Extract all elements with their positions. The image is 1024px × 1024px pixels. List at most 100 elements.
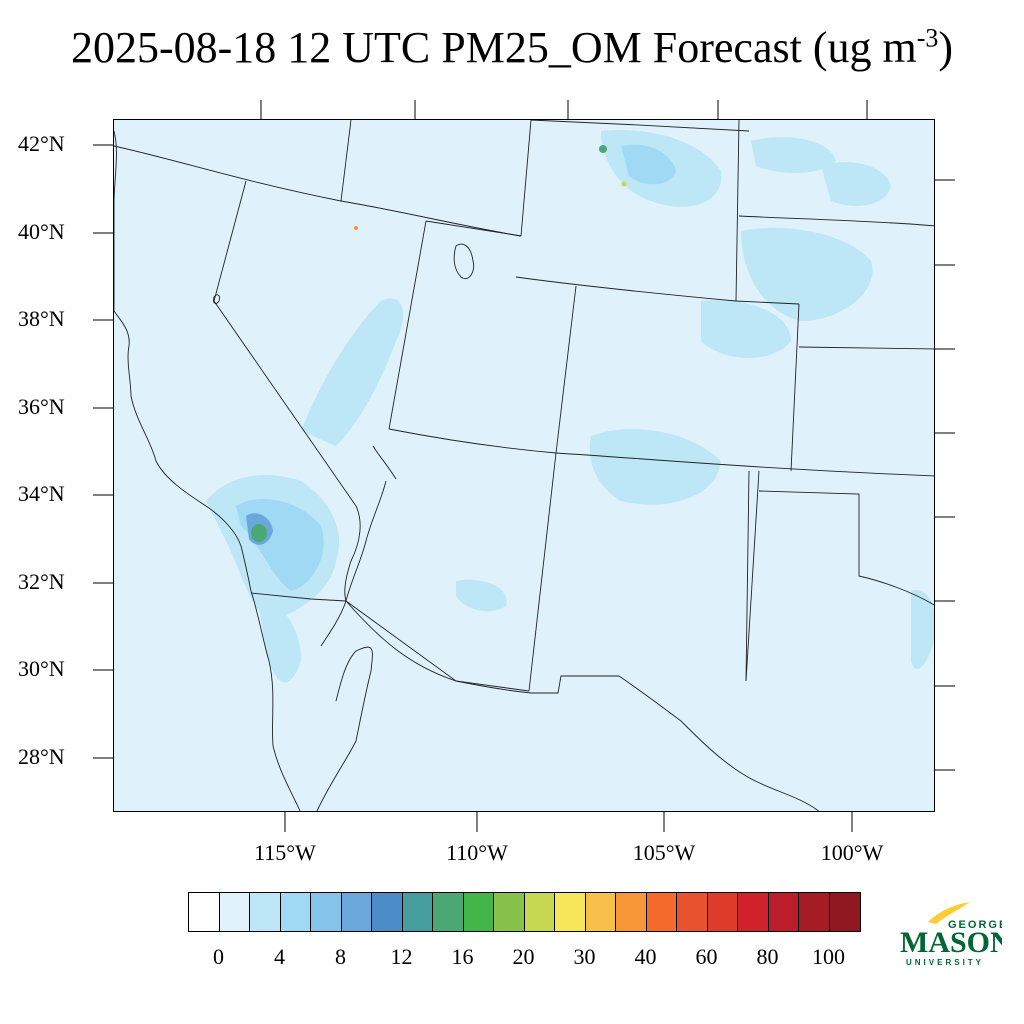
color-scale-label: 40 xyxy=(634,944,657,969)
lon-label-105: 105°W xyxy=(632,840,696,865)
svg-text:GEORGE: GEORGE xyxy=(948,919,1002,931)
lat-label-36: 36°N xyxy=(18,394,65,419)
lon-label-115: 115°W xyxy=(254,840,316,865)
george-mason-logo: GEORGE MASON UNIVERSITY xyxy=(900,902,1002,967)
color-swatch-9 xyxy=(463,893,494,931)
new-mexico-east-border xyxy=(745,470,760,682)
plume-colorado xyxy=(701,300,791,358)
montana-south-border xyxy=(530,120,750,132)
color-scale-label: 30 xyxy=(573,944,596,969)
texas-panhandle xyxy=(758,490,934,606)
color-scale-label: 100 xyxy=(812,944,845,969)
color-swatch-3 xyxy=(280,893,311,931)
lat-label-34: 34°N xyxy=(18,481,65,506)
title-suffix: ) xyxy=(938,23,954,72)
map-panel xyxy=(113,119,935,812)
lake-tahoe xyxy=(213,294,220,304)
hotspot-wyoming xyxy=(599,145,607,153)
color-scale-label: 8 xyxy=(335,944,346,969)
color-scale-label: 16 xyxy=(451,944,474,969)
color-swatch-0 xyxy=(189,893,220,931)
map-title: 2025-08-18 12 UTC PM25_OM Forecast (ug m… xyxy=(0,22,1024,73)
color-scale-label: 4 xyxy=(274,944,285,969)
svg-text:MASON: MASON xyxy=(900,926,1002,959)
title-text: 2025-08-18 12 UTC PM25_OM Forecast (ug m xyxy=(70,23,917,72)
new-mexico-west-border xyxy=(528,452,557,692)
colorado-river xyxy=(372,445,397,480)
arizona-california-border xyxy=(344,505,361,602)
wyoming-south-border xyxy=(515,276,800,305)
lon-label-100: 100°W xyxy=(820,840,884,865)
color-swatch-16 xyxy=(677,893,708,931)
rio-grande xyxy=(618,675,820,811)
mexico-interior-border xyxy=(745,470,750,682)
color-scale-label: 60 xyxy=(695,944,718,969)
kansas-border xyxy=(798,346,934,350)
nebraska-border xyxy=(738,215,934,227)
us-mexico-border-west xyxy=(250,592,347,602)
great-salt-lake xyxy=(453,243,475,279)
wyoming-east-border xyxy=(735,120,740,302)
plume-new-mexico-north xyxy=(589,429,721,505)
nevada-west-border xyxy=(213,180,357,507)
color-scale-label: 80 xyxy=(756,944,779,969)
color-swatch-10 xyxy=(494,893,525,931)
concentration-field xyxy=(206,130,934,683)
plume-la-peak xyxy=(251,524,267,542)
color-swatch-1 xyxy=(219,893,250,931)
title-superscript: -3 xyxy=(916,23,939,53)
color-swatch-5 xyxy=(341,893,372,931)
sonora-coast xyxy=(345,600,619,694)
baja-west-coast xyxy=(250,590,301,811)
color-swatch-6 xyxy=(372,893,403,931)
plume-wyoming-core xyxy=(621,144,676,185)
gulf-of-california-west xyxy=(316,646,373,811)
nevada-east-border xyxy=(388,220,427,430)
california-coast xyxy=(114,130,252,592)
color-swatch-21 xyxy=(829,893,860,931)
lat-label-42: 42°N xyxy=(18,131,65,156)
color-swatch-18 xyxy=(738,893,769,931)
arizona-south-border xyxy=(345,600,530,692)
color-swatch-19 xyxy=(768,893,799,931)
color-swatch-8 xyxy=(433,893,464,931)
color-swatch-11 xyxy=(524,893,555,931)
plume-southwest-nm xyxy=(456,579,507,612)
color-scale-bar xyxy=(188,892,861,932)
color-swatch-15 xyxy=(646,893,677,931)
oregon-north-border xyxy=(114,145,522,237)
color-swatch-12 xyxy=(555,893,586,931)
lon-label-110: 110°W xyxy=(446,840,508,865)
svg-text:UNIVERSITY: UNIVERSITY xyxy=(906,958,984,967)
hotspot-wyoming-2 xyxy=(621,181,627,187)
hotspot-idaho xyxy=(354,226,358,230)
plume-baja xyxy=(256,591,301,683)
color-swatch-13 xyxy=(585,893,616,931)
plume-south-dakota xyxy=(741,227,873,321)
map-canvas xyxy=(114,120,934,811)
plume-texas-east xyxy=(911,590,934,669)
utah-north-border xyxy=(425,220,522,237)
lat-label-32: 32°N xyxy=(18,569,65,594)
lat-label-28: 28°N xyxy=(18,744,65,769)
color-swatch-17 xyxy=(707,893,738,931)
colorado-west-border xyxy=(555,285,577,454)
plume-montana-east xyxy=(751,137,836,173)
color-scale-label: 0 xyxy=(213,944,224,969)
lat-label-38: 38°N xyxy=(18,306,65,331)
boundary-lines xyxy=(114,120,934,811)
lat-label-40: 40°N xyxy=(18,219,65,244)
arizona-north-border xyxy=(388,428,934,477)
plume-north-dakota xyxy=(821,162,891,206)
idaho-east-border xyxy=(340,120,352,202)
gulf-of-california-east xyxy=(320,480,387,647)
color-scale-label: 20 xyxy=(512,944,535,969)
wyoming-west-border xyxy=(520,120,532,237)
color-swatch-20 xyxy=(799,893,830,931)
lat-label-30: 30°N xyxy=(18,656,65,681)
plume-nevada xyxy=(301,298,404,446)
color-swatch-14 xyxy=(616,893,647,931)
color-swatch-7 xyxy=(402,893,433,931)
color-swatch-2 xyxy=(250,893,281,931)
